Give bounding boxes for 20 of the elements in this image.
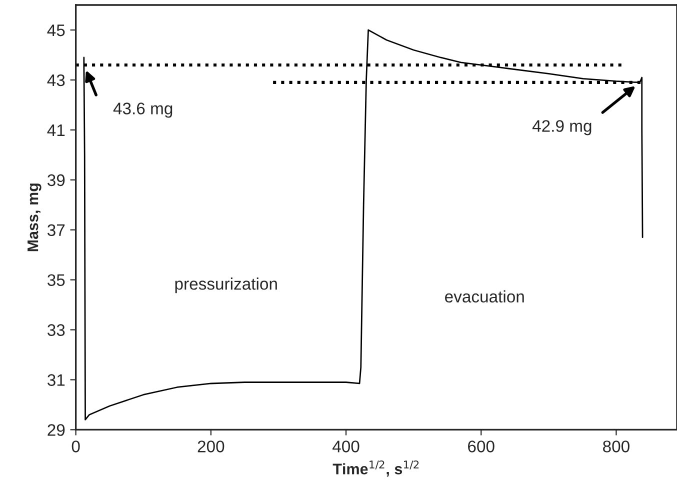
annotation: pressurization (175, 278, 277, 294)
y-tick-label: 45 (47, 24, 65, 36)
y-axis-title: Mass, mg (28, 184, 42, 252)
y-tick-label: 31 (48, 374, 65, 386)
x-tick-label: 400 (332, 440, 360, 452)
x-tick-label: 0 (72, 440, 80, 452)
y-tick-label: 35 (48, 274, 65, 286)
annotation: 42.9 mg (532, 120, 592, 136)
x-tick-label: 200 (198, 440, 224, 452)
annotation: evacuation (445, 290, 524, 303)
y-tick-label: 29 (48, 424, 65, 436)
x-tick-label: 600 (468, 440, 494, 452)
x-tick-label: 800 (603, 440, 630, 452)
y-tick-label: 33 (48, 324, 65, 336)
y-tick-label: 41 (47, 124, 65, 136)
y-tick-label: 39 (48, 174, 65, 186)
annotation: 43.6 mg (113, 102, 172, 118)
y-tick-label: 37 (48, 224, 65, 236)
y-tick-label: 43 (47, 74, 65, 86)
x-axis-title: Time$^{1/2}$, s$^{1/2}$ (332, 460, 419, 477)
